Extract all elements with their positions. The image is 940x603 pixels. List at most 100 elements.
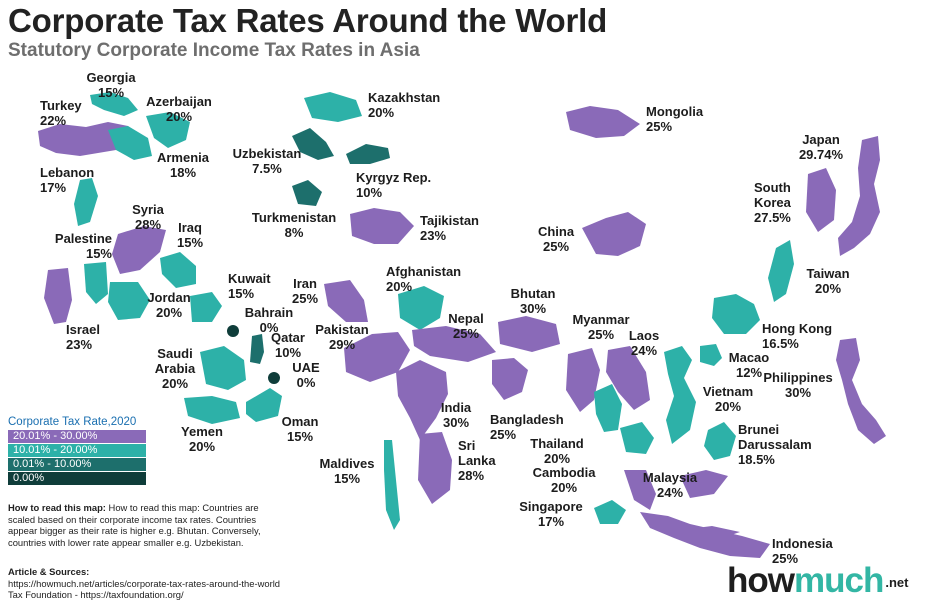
label-nepal: Nepal 25% bbox=[448, 311, 484, 341]
label-south-korea: South Korea 27.5% bbox=[754, 180, 791, 225]
label-malaysia: Malaysia 24% bbox=[642, 470, 698, 500]
label-kuwait: Kuwait 15% bbox=[228, 271, 271, 301]
how-to-read-text: How to read this map: Countries are scal… bbox=[8, 502, 261, 548]
label-mongolia: Mongolia 25% bbox=[646, 104, 704, 134]
country-shape-oman bbox=[246, 388, 282, 422]
country-shape-uae bbox=[268, 372, 280, 384]
country-shape-china bbox=[582, 212, 646, 256]
country-shape-indonesia bbox=[640, 512, 770, 558]
label-bangladesh: Bangladesh 25% bbox=[490, 412, 564, 442]
legend-item-0: 0.00% bbox=[8, 472, 146, 485]
label-azerbaijan: Azerbaijan 20% bbox=[146, 94, 212, 124]
country-shape-palestine bbox=[84, 262, 108, 304]
label-india: India 30% bbox=[440, 400, 472, 430]
country-shape-india bbox=[396, 360, 448, 440]
country-shape-laos bbox=[606, 346, 650, 410]
country-shape-sri-lanka bbox=[418, 432, 452, 504]
label-israel: Israel 23% bbox=[66, 322, 100, 352]
country-shape-lebanon bbox=[74, 178, 98, 226]
country-shape-vietnam bbox=[664, 346, 696, 444]
legend-item-20-30: 20.01% - 30.00% bbox=[8, 430, 146, 443]
howmuch-logo: howmuch .net bbox=[727, 561, 909, 600]
country-shape-malaysia bbox=[624, 470, 728, 510]
country-shape-iran bbox=[324, 280, 368, 322]
label-kyrgyz: Kyrgyz Rep. 10% bbox=[356, 170, 432, 200]
label-maldives: Maldives 15% bbox=[319, 456, 375, 486]
page-title: Corporate Tax Rates Around the World bbox=[8, 2, 608, 39]
country-shape-mongolia bbox=[566, 106, 640, 138]
label-sri-lanka: Sri Lanka 28% bbox=[458, 438, 496, 483]
label-vietnam: Vietnam 20% bbox=[702, 384, 754, 414]
label-brunei: Brunei Darussalam 18.5% bbox=[738, 422, 812, 467]
country-shape-singapore bbox=[594, 500, 626, 524]
country-shape-armenia bbox=[108, 126, 152, 160]
label-laos: Laos 24% bbox=[628, 328, 660, 358]
country-shape-syria bbox=[112, 226, 166, 274]
country-shape-macao bbox=[700, 344, 722, 366]
country-shape-hong-kong bbox=[712, 294, 760, 334]
country-shape-turkmenistan bbox=[292, 180, 322, 206]
country-shape-yemen bbox=[184, 396, 240, 424]
label-turkey: Turkey 22% bbox=[40, 98, 82, 128]
how-to-read-heading: How to read this map: bbox=[8, 502, 106, 513]
label-jordan: Jordan 20% bbox=[147, 290, 191, 320]
label-japan: Japan 29.74% bbox=[798, 132, 844, 162]
sources-heading: Article & Sources: bbox=[8, 566, 90, 577]
country-shape-kuwait bbox=[190, 292, 222, 322]
country-shape-japan bbox=[838, 136, 880, 256]
how-to-read-note: How to read this map: How to read this m… bbox=[8, 502, 270, 548]
label-cambodia: Cambodia 20% bbox=[532, 465, 596, 495]
country-shape-philippines bbox=[836, 338, 886, 444]
label-china: China 25% bbox=[537, 224, 575, 254]
label-taiwan: Taiwan 20% bbox=[806, 266, 850, 296]
country-shape-tajikistan bbox=[350, 208, 414, 244]
country-shape-kyrgyz bbox=[346, 144, 390, 164]
country-shape-bangladesh bbox=[492, 358, 528, 400]
label-uzbekistan: Uzbekistan 7.5% bbox=[232, 146, 302, 176]
page-subtitle: Statutory Corporate Income Tax Rates in … bbox=[8, 40, 420, 61]
legend-item-0-10: 0.01% - 10.00% bbox=[8, 458, 146, 471]
country-shape-myanmar bbox=[566, 348, 600, 412]
label-tajikistan: Tajikistan 23% bbox=[420, 213, 480, 243]
country-shape-qatar bbox=[250, 334, 264, 364]
country-shape-uzbekistan bbox=[292, 128, 334, 160]
country-shape-bhutan bbox=[498, 316, 560, 352]
label-myanmar: Myanmar 25% bbox=[572, 312, 630, 342]
label-thailand: Thailand 20% bbox=[530, 436, 584, 466]
country-shape-south-korea bbox=[806, 168, 836, 232]
label-kazakhstan: Kazakhstan 20% bbox=[368, 90, 441, 120]
label-georgia: Georgia 15% bbox=[86, 70, 136, 100]
country-shape-bahrain bbox=[227, 325, 239, 337]
sources-note: Article & Sources: https://howmuch.net/a… bbox=[8, 566, 368, 601]
country-shape-brunei bbox=[704, 422, 736, 460]
label-armenia: Armenia 18% bbox=[156, 150, 210, 180]
country-shape-jordan bbox=[108, 282, 150, 320]
label-bahrain: Bahrain 0% bbox=[244, 305, 294, 335]
label-palestine: Palestine 15% bbox=[54, 231, 112, 261]
label-yemen: Yemen 20% bbox=[181, 424, 223, 454]
country-shape-pakistan bbox=[344, 332, 410, 382]
label-iraq: Iraq 15% bbox=[176, 220, 204, 250]
country-shape-georgia bbox=[90, 92, 138, 116]
label-iran: Iran 25% bbox=[291, 276, 319, 306]
label-oman: Oman 15% bbox=[281, 414, 319, 444]
sources-link-taxfoundation[interactable]: Tax Foundation - https://taxfoundation.o… bbox=[8, 589, 184, 600]
country-shape-taiwan bbox=[768, 240, 794, 302]
country-shape-afghanistan bbox=[398, 286, 444, 330]
country-shape-kazakhstan bbox=[304, 92, 362, 122]
sources-link-article[interactable]: https://howmuch.net/articles/corporate-t… bbox=[8, 577, 280, 589]
label-philippines: Philippines 30% bbox=[763, 370, 833, 400]
label-pakistan: Pakistan 29% bbox=[315, 322, 369, 352]
label-singapore: Singapore 17% bbox=[519, 499, 583, 529]
label-indonesia: Indonesia 25% bbox=[772, 536, 833, 566]
label-turkmenistan: Turkmenistan 8% bbox=[251, 210, 337, 240]
label-hong-kong: Hong Kong 16.5% bbox=[762, 321, 833, 351]
label-lebanon: Lebanon 17% bbox=[40, 165, 95, 195]
country-shape-nepal bbox=[412, 326, 496, 362]
country-shape-iraq bbox=[160, 252, 196, 288]
country-shape-maldives bbox=[384, 440, 400, 530]
label-afghanistan: Afghanistan 20% bbox=[386, 264, 462, 294]
country-shape-cambodia bbox=[620, 422, 654, 454]
label-saudi-arabia: Saudi Arabia 20% bbox=[154, 346, 196, 391]
